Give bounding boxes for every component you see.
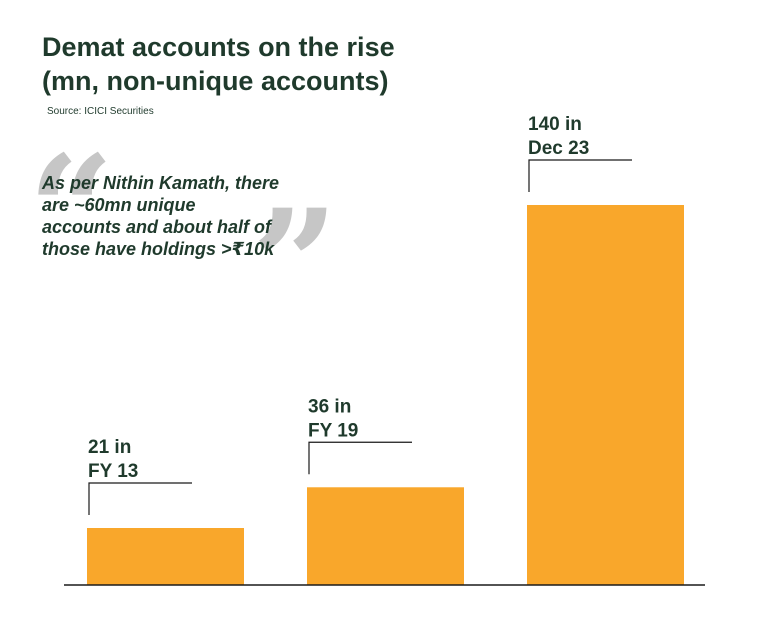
data-label-line-2: FY 19 xyxy=(308,420,358,441)
source-note: Source: ICICI Securities xyxy=(47,106,154,117)
data-label-line-1: 36 in xyxy=(308,396,351,417)
bar-fy-19 xyxy=(307,487,464,585)
close-quote-icon: ” xyxy=(252,177,339,353)
bar-dec-23 xyxy=(527,205,684,585)
bars-group: 21 in FY 13 36 in FY 19 140 in Dec 23 xyxy=(87,114,684,585)
chart-title: Demat accounts on the rise (mn, non-uniq… xyxy=(42,30,395,98)
open-quote-icon: “ xyxy=(28,123,115,299)
callout-bracket xyxy=(308,441,412,475)
data-label-line-1: 140 in xyxy=(528,114,582,135)
quote-line-1: As per Nithin Kamath, there xyxy=(42,173,280,193)
quote-line-4: those have holdings >₹10k xyxy=(42,239,275,259)
callout-bracket xyxy=(528,159,632,192)
data-label-line-1: 21 in xyxy=(88,437,131,458)
data-label-line-2: FY 13 xyxy=(88,461,138,482)
title-line-2: (mn, non-unique accounts) xyxy=(42,66,389,96)
quote-line-3: accounts and about half of xyxy=(42,217,272,237)
bar-fy-13 xyxy=(87,528,244,585)
quote-line-2: are ~60mn unique xyxy=(42,195,196,215)
quote-text: As per Nithin Kamath, there are ~60mn un… xyxy=(42,172,297,260)
callout-bracket xyxy=(88,482,192,515)
data-label-line-2: Dec 23 xyxy=(528,138,589,159)
title-line-1: Demat accounts on the rise xyxy=(42,32,395,62)
